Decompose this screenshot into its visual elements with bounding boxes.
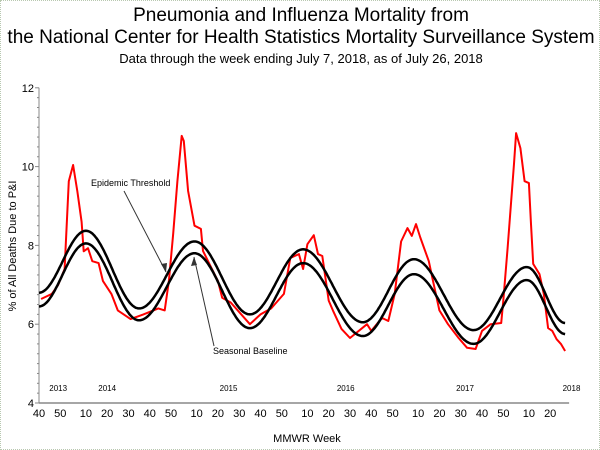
x-tick-label: 30: [455, 408, 467, 420]
y-axis-label: % of All Deaths Due to P&I: [7, 181, 19, 312]
x-axis-label: MMWR Week: [273, 433, 341, 445]
x-tick-label: 50: [165, 408, 177, 420]
x-tick-label: 40: [144, 408, 156, 420]
x-tick-label: 40: [33, 408, 45, 420]
x-tick-label: 50: [54, 408, 66, 420]
annotations: Epidemic Threshold Seasonal Baseline: [91, 178, 288, 356]
x-tick-label: 40: [365, 408, 377, 420]
chart-subtitle: Data through the week ending July 7, 201…: [119, 51, 483, 66]
annotation-arrow-threshold: [123, 190, 167, 273]
x-tick-label: 20: [433, 408, 445, 420]
series-threshold: [38, 229, 566, 332]
arrowhead-baseline-icon: [191, 257, 197, 266]
x-tick-label: 20: [544, 408, 556, 420]
y-tick-label: 8: [28, 240, 34, 252]
chart-title: Pneumonia and Influenza Mortality from: [133, 5, 469, 26]
x-tick-label: 30: [122, 408, 134, 420]
year-label: 2015: [220, 384, 238, 393]
y-tick-label: 10: [22, 162, 34, 174]
series-baseline: [38, 242, 566, 346]
x-tick-label: 10: [301, 408, 313, 420]
series-lines: [38, 132, 566, 352]
x-tick-label: 20: [323, 408, 335, 420]
year-label: 2013: [49, 384, 67, 393]
y-tick-label: 12: [22, 83, 34, 95]
series-pi-mortality: [40, 132, 566, 352]
y-tick-label: 6: [28, 319, 34, 331]
year-label: 2016: [337, 384, 355, 393]
x-tick-label: 20: [101, 408, 113, 420]
annotation-arrow-baseline: [193, 256, 215, 347]
year-label: 2014: [98, 384, 116, 393]
year-label: 2018: [563, 384, 581, 393]
y-tick-label: 4: [28, 398, 34, 410]
annotation-seasonal-baseline: Seasonal Baseline: [213, 346, 288, 356]
x-tick-label: 20: [212, 408, 224, 420]
x-tick-label: 30: [344, 408, 356, 420]
x-tick-label: 10: [80, 408, 92, 420]
x-tick-label: 50: [276, 408, 288, 420]
x-tick-label: 30: [233, 408, 245, 420]
x-tick-label: 50: [386, 408, 398, 420]
x-tick-label: 10: [190, 408, 202, 420]
x-tick-label: 10: [523, 408, 535, 420]
x-tick-label: 10: [412, 408, 424, 420]
axes: 4 6 8 10 12 40 50 10 20 30 40 50 10 20 30 40 50 10 20 30 40 5…: [22, 83, 581, 420]
year-label: 2017: [456, 384, 474, 393]
chart-title-line2: the National Center for Health Statistic…: [7, 27, 595, 48]
annotation-epidemic-threshold: Epidemic Threshold: [91, 178, 170, 188]
x-tick-label: 40: [254, 408, 266, 420]
x-tick-label: 50: [497, 408, 509, 420]
arrowhead-threshold-icon: [161, 263, 167, 272]
x-tick-label: 40: [476, 408, 488, 420]
